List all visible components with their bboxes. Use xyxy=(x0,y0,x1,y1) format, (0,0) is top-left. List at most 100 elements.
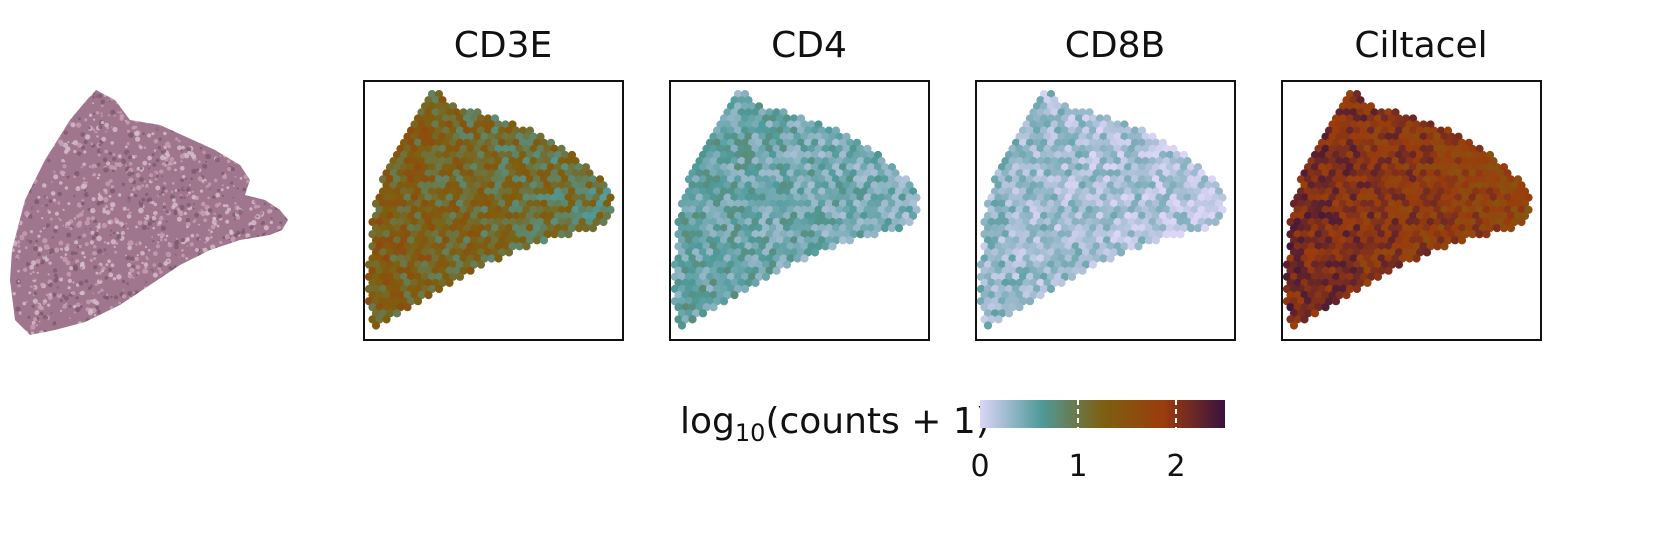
spot xyxy=(410,205,419,214)
spot xyxy=(1289,309,1299,318)
spot xyxy=(567,163,577,172)
spot xyxy=(1394,175,1404,184)
spot xyxy=(779,242,788,251)
spot xyxy=(772,120,781,129)
spot xyxy=(1015,230,1024,239)
spot xyxy=(670,272,680,281)
spot xyxy=(413,284,423,294)
spot xyxy=(1092,254,1101,263)
spot xyxy=(744,205,753,214)
spot xyxy=(1443,187,1453,196)
spot xyxy=(1067,199,1077,208)
spot xyxy=(1120,144,1129,153)
spot xyxy=(1342,96,1351,105)
spot xyxy=(740,224,750,233)
spot xyxy=(1310,187,1320,196)
spot xyxy=(1081,199,1091,208)
spot xyxy=(532,236,542,245)
spot xyxy=(1001,205,1010,214)
spot xyxy=(730,291,739,300)
spot xyxy=(392,248,402,257)
spot xyxy=(1004,224,1014,233)
spot xyxy=(1293,230,1302,239)
spot xyxy=(775,187,785,196)
spot xyxy=(1300,193,1309,202)
spot xyxy=(761,260,771,269)
spot xyxy=(1109,126,1119,135)
spot xyxy=(1387,224,1397,233)
spot xyxy=(1324,260,1334,269)
spot xyxy=(1032,248,1042,257)
spot xyxy=(518,211,528,220)
spot xyxy=(761,211,771,220)
spot xyxy=(765,120,774,129)
spot xyxy=(1426,217,1435,227)
spot xyxy=(1482,157,1491,166)
spot xyxy=(1373,175,1383,184)
spot xyxy=(786,120,795,129)
spot xyxy=(712,150,722,160)
spot xyxy=(1148,230,1157,239)
spot xyxy=(508,120,517,129)
spot xyxy=(1321,169,1330,178)
spot xyxy=(1022,120,1031,129)
spot xyxy=(1113,157,1122,166)
spot xyxy=(1331,260,1341,269)
spot xyxy=(1324,150,1334,160)
spot xyxy=(476,175,486,184)
spot xyxy=(1422,248,1432,257)
spot xyxy=(1387,187,1397,196)
spot xyxy=(1408,224,1418,233)
spot xyxy=(754,199,764,208)
spot xyxy=(459,169,468,178)
spot xyxy=(726,236,736,245)
spot xyxy=(469,114,479,123)
spot xyxy=(747,175,757,184)
spot xyxy=(413,236,423,245)
spot xyxy=(1314,242,1323,251)
spot xyxy=(835,205,844,214)
spot xyxy=(1422,187,1432,196)
spot xyxy=(438,205,447,214)
spot xyxy=(480,157,489,166)
spot xyxy=(1022,230,1031,239)
spot xyxy=(518,175,528,184)
spot xyxy=(698,236,708,245)
spot xyxy=(434,260,444,269)
spot xyxy=(1032,102,1042,111)
spot xyxy=(1503,205,1512,214)
spot xyxy=(389,193,398,202)
spot xyxy=(560,175,570,184)
spot xyxy=(1193,187,1203,196)
spot xyxy=(877,217,886,227)
colorbar-tick-label: 1 xyxy=(1068,449,1088,484)
spot xyxy=(1169,169,1178,178)
spot xyxy=(1088,199,1098,208)
spot xyxy=(431,181,440,190)
spot xyxy=(737,242,746,251)
spot xyxy=(677,272,687,281)
spot xyxy=(389,278,398,287)
spot xyxy=(476,114,486,123)
spot xyxy=(1342,157,1351,166)
spot xyxy=(856,205,865,214)
spot xyxy=(1377,132,1386,141)
spot xyxy=(1001,242,1010,251)
spot xyxy=(765,205,774,214)
spot xyxy=(740,150,750,160)
spot xyxy=(557,157,566,166)
spot xyxy=(1366,224,1376,233)
spot xyxy=(740,187,750,196)
spot xyxy=(1050,205,1059,214)
spot xyxy=(1286,315,1295,324)
spot xyxy=(983,236,993,245)
spot xyxy=(768,199,778,208)
panel-title: CD4 xyxy=(771,25,847,66)
spot xyxy=(835,169,844,178)
spot xyxy=(490,126,500,135)
spot xyxy=(1057,132,1066,141)
spot xyxy=(1109,199,1119,208)
spot xyxy=(1415,150,1425,160)
spot xyxy=(1218,193,1227,202)
spot xyxy=(480,254,489,263)
